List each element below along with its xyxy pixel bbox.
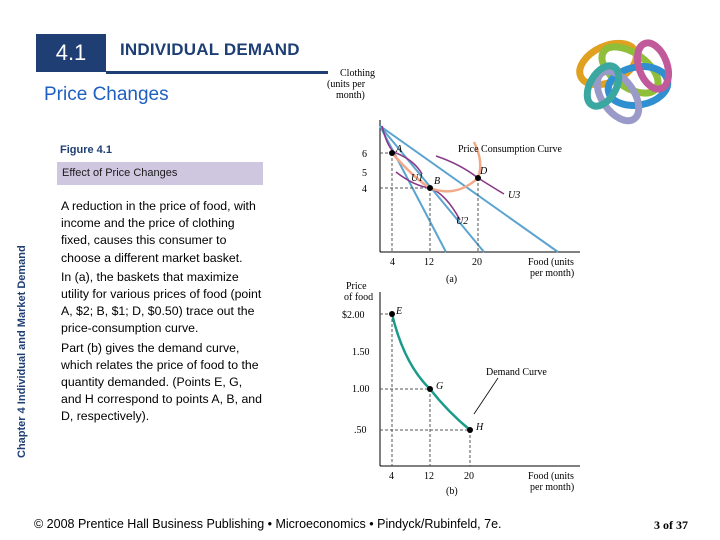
point-label: H (475, 422, 484, 433)
utility-label: U1 (411, 173, 423, 184)
y-tick-label: 1.50 (352, 347, 370, 358)
colored-rings-logo (576, 39, 673, 125)
point-b (427, 185, 433, 191)
x-axis-label-line: per month) (530, 268, 574, 279)
point-label: D (479, 166, 488, 177)
figure-label: Figure 4.1 (60, 144, 112, 156)
graph-b-demand: Price of food E G H Demand Curve $2.00 1… (342, 281, 580, 497)
point-e (389, 311, 395, 317)
footer-copyright: © 2008 Prentice Hall Business Publishing… (34, 517, 502, 531)
description-paragraph: Part (b) gives the demand curve, which r… (61, 340, 262, 424)
point-label: E (395, 306, 402, 317)
point-h (467, 427, 473, 433)
y-tick-label: 5 (362, 168, 367, 179)
x-tick-label: 4 (390, 257, 395, 268)
point-label: A (395, 144, 403, 155)
x-tick-label: 20 (472, 257, 482, 268)
panel-label: (a) (446, 274, 457, 285)
utility-label: U2 (456, 216, 468, 227)
graph-a-y-label-line: (units per (327, 79, 366, 90)
point-a (389, 150, 395, 156)
chapter-side-label: Chapter 4 Individual and Market Demand (16, 245, 28, 458)
graph-a-price-consumption: Clothing (units per month) A B D U1 U2 U… (327, 68, 580, 285)
section-number: 4.1 (55, 40, 87, 65)
indifference-curve-u1 (381, 125, 423, 175)
y-tick-label: 6 (362, 149, 367, 160)
budget-line (379, 125, 447, 253)
budget-line (379, 125, 559, 253)
figure-caption: Effect of Price Changes (62, 167, 178, 179)
graph-b-y-label-line: of food (344, 292, 373, 303)
graph-a-y-label-line: month) (336, 90, 365, 101)
point-g (427, 386, 433, 392)
price-consumption-curve (391, 141, 482, 193)
utility-label: U3 (508, 190, 520, 201)
point-label: B (434, 176, 440, 187)
curve-label: Demand Curve (486, 367, 547, 378)
description-paragraph: A reduction in the price of food, with i… (61, 199, 256, 265)
y-tick-label: $2.00 (342, 310, 365, 321)
slide-subtitle: Price Changes (44, 84, 169, 105)
x-axis-label-line: Food (units (528, 471, 574, 482)
x-tick-label: 4 (389, 471, 394, 482)
indifference-curve-u3 (435, 155, 505, 195)
point-label: G (436, 381, 443, 392)
x-axis-label-line: per month) (530, 482, 574, 493)
point-d (475, 175, 481, 181)
demand-curve (390, 313, 471, 431)
x-tick-label: 12 (424, 257, 434, 268)
y-tick-label: 4 (362, 184, 367, 195)
graph-b-y-label-line: Price (346, 281, 367, 292)
description-paragraph: In (a), the baskets that maximize utilit… (61, 269, 262, 336)
panel-label: (b) (446, 486, 458, 497)
curve-label-pointer (473, 377, 499, 415)
x-tick-label: 20 (464, 471, 474, 482)
figure-description: A reduction in the price of food, with i… (61, 198, 266, 428)
section-number-badge: 4.1 (36, 34, 106, 72)
y-tick-label: 1.00 (352, 384, 370, 395)
curve-label: Price Consumption Curve (458, 144, 562, 155)
x-axis-label-line: Food (units (528, 257, 574, 268)
x-tick-label: 12 (424, 471, 434, 482)
section-title: INDIVIDUAL DEMAND (120, 40, 300, 59)
figure-caption-bar (57, 162, 263, 185)
y-tick-label: .50 (354, 425, 367, 436)
page-number: 3 of 37 (654, 518, 688, 532)
graph-a-y-label-line: Clothing (340, 68, 375, 79)
title-underline (106, 71, 328, 74)
